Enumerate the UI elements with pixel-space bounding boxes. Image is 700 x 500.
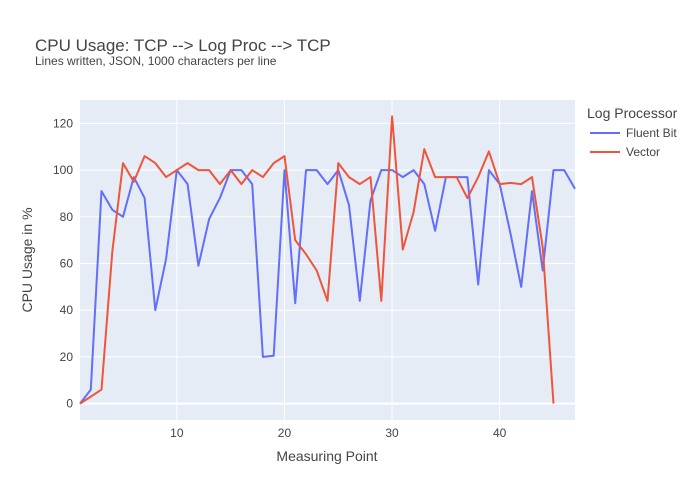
chart-subtitle: Lines written, JSON, 1000 characters per…	[35, 54, 277, 68]
series-layer	[79, 115, 576, 405]
series-line-vector[interactable]	[79, 115, 555, 405]
legend-label-vector: Vector	[626, 145, 660, 159]
gridlines	[80, 100, 575, 420]
y-tick-label-100: 100	[53, 163, 73, 177]
y-axis-title: CPU Usage in %	[19, 207, 35, 312]
y-tick-label-120: 120	[53, 116, 73, 130]
y-tick-labels: 0 20 40 60 80 100 120	[53, 116, 73, 410]
plot-area	[80, 100, 575, 420]
legend-label-fluent-bit: Fluent Bit	[626, 126, 677, 140]
legend-item-vector[interactable]: Vector	[590, 145, 660, 159]
chart-title: CPU Usage: TCP --> Log Proc --> TCP	[35, 36, 331, 55]
x-axis-title: Measuring Point	[276, 448, 377, 464]
legend-item-fluent-bit[interactable]: Fluent Bit	[590, 126, 677, 140]
y-tick-label-60: 60	[60, 257, 74, 271]
x-tick-label-40: 40	[493, 426, 507, 440]
y-tick-label-20: 20	[60, 350, 74, 364]
y-tick-label-40: 40	[60, 303, 74, 317]
y-tick-label-80: 80	[60, 210, 74, 224]
x-tick-label-10: 10	[170, 426, 184, 440]
x-tick-label-30: 30	[385, 426, 399, 440]
x-tick-label-20: 20	[278, 426, 292, 440]
legend: Log Processor Fluent Bit Vector	[587, 105, 678, 159]
legend-title: Log Processor	[587, 105, 678, 121]
y-tick-label-0: 0	[66, 397, 73, 411]
series-line-fluent-bit[interactable]	[79, 169, 576, 405]
x-tick-labels: 10 20 30 40	[170, 426, 506, 440]
